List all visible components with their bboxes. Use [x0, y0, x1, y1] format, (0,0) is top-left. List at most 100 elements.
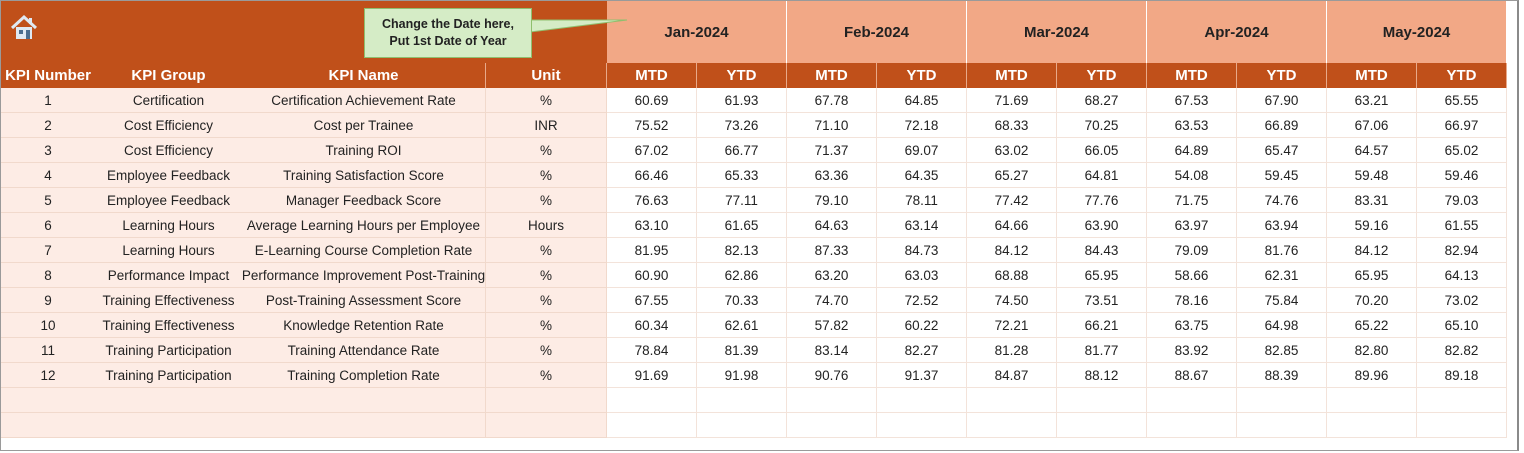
value-cell[interactable]: 79.10 [787, 188, 877, 213]
cell-unit[interactable]: % [486, 338, 607, 363]
value-cell[interactable]: 66.97 [1417, 113, 1507, 138]
value-cell[interactable]: 78.84 [607, 338, 697, 363]
value-cell[interactable]: 67.53 [1147, 88, 1237, 113]
value-cell[interactable]: 78.16 [1147, 288, 1237, 313]
cell-num[interactable]: 7 [1, 238, 96, 263]
value-cell[interactable]: 89.18 [1417, 363, 1507, 388]
value-cell[interactable]: 62.86 [697, 263, 787, 288]
value-cell[interactable]: 64.89 [1147, 138, 1237, 163]
value-cell[interactable]: 60.90 [607, 263, 697, 288]
value-cell[interactable]: 83.92 [1147, 338, 1237, 363]
value-cell[interactable]: 54.08 [1147, 163, 1237, 188]
value-cell[interactable]: 82.27 [877, 338, 967, 363]
value-cell[interactable]: 63.90 [1057, 213, 1147, 238]
cell-group[interactable]: Training Effectiveness [95, 313, 243, 338]
value-cell[interactable]: 73.26 [697, 113, 787, 138]
value-cell[interactable]: 63.36 [787, 163, 877, 188]
value-cell[interactable]: 84.43 [1057, 238, 1147, 263]
cell-num[interactable]: 9 [1, 288, 96, 313]
value-cell[interactable]: 79.09 [1147, 238, 1237, 263]
cell-num[interactable]: 2 [1, 113, 96, 138]
value-cell[interactable]: 66.46 [607, 163, 697, 188]
value-cell[interactable]: 77.42 [967, 188, 1057, 213]
value-cell[interactable]: 64.57 [1327, 138, 1417, 163]
value-cell[interactable]: 70.33 [697, 288, 787, 313]
month-header-1[interactable]: Jan-2024 [607, 1, 787, 63]
month-header-4[interactable]: Apr-2024 [1147, 1, 1327, 63]
value-cell[interactable]: 71.37 [787, 138, 877, 163]
value-cell[interactable]: 65.95 [1057, 263, 1147, 288]
value-cell[interactable]: 63.94 [1237, 213, 1327, 238]
value-cell[interactable]: 68.27 [1057, 88, 1147, 113]
value-cell[interactable]: 67.90 [1237, 88, 1327, 113]
value-cell[interactable]: 60.69 [607, 88, 697, 113]
value-cell[interactable]: 59.46 [1417, 163, 1507, 188]
value-cell[interactable]: 63.20 [787, 263, 877, 288]
value-cell[interactable]: 68.88 [967, 263, 1057, 288]
value-cell[interactable]: 81.77 [1057, 338, 1147, 363]
value-cell[interactable]: 74.50 [967, 288, 1057, 313]
cell-group[interactable]: Employee Feedback [95, 163, 243, 188]
cell-group[interactable]: Training Participation [95, 338, 243, 363]
cell-group[interactable]: Cost Efficiency [95, 113, 243, 138]
home-icon[interactable] [9, 13, 39, 43]
month-header-5[interactable]: May-2024 [1327, 1, 1507, 63]
cell-unit[interactable]: % [486, 288, 607, 313]
value-cell[interactable]: 68.33 [967, 113, 1057, 138]
value-cell[interactable]: 65.95 [1327, 263, 1417, 288]
cell-name[interactable]: Training Completion Rate [242, 363, 486, 388]
value-cell[interactable]: 63.03 [877, 263, 967, 288]
value-cell[interactable]: 71.69 [967, 88, 1057, 113]
value-cell[interactable]: 78.11 [877, 188, 967, 213]
value-cell[interactable]: 90.76 [787, 363, 877, 388]
cell-group[interactable]: Training Participation [95, 363, 243, 388]
value-cell[interactable]: 60.34 [607, 313, 697, 338]
value-cell[interactable]: 67.55 [607, 288, 697, 313]
value-cell[interactable]: 67.78 [787, 88, 877, 113]
cell-name[interactable]: Training Attendance Rate [242, 338, 486, 363]
cell-name[interactable]: Certification Achievement Rate [242, 88, 486, 113]
cell-name[interactable]: Training Satisfaction Score [242, 163, 486, 188]
value-cell[interactable]: 63.10 [607, 213, 697, 238]
value-cell[interactable]: 65.10 [1417, 313, 1507, 338]
value-cell[interactable]: 63.02 [967, 138, 1057, 163]
value-cell[interactable]: 83.14 [787, 338, 877, 363]
value-cell[interactable]: 63.75 [1147, 313, 1237, 338]
value-cell[interactable]: 61.93 [697, 88, 787, 113]
value-cell[interactable]: 64.81 [1057, 163, 1147, 188]
value-cell[interactable]: 69.07 [877, 138, 967, 163]
value-cell[interactable]: 66.05 [1057, 138, 1147, 163]
cell-num[interactable]: 10 [1, 313, 96, 338]
value-cell[interactable]: 88.12 [1057, 363, 1147, 388]
value-cell[interactable]: 83.31 [1327, 188, 1417, 213]
cell-name[interactable]: Knowledge Retention Rate [242, 313, 486, 338]
value-cell[interactable]: 65.02 [1417, 138, 1507, 163]
cell-unit[interactable]: % [486, 88, 607, 113]
value-cell[interactable]: 64.66 [967, 213, 1057, 238]
value-cell[interactable]: 64.13 [1417, 263, 1507, 288]
value-cell[interactable]: 91.37 [877, 363, 967, 388]
value-cell[interactable]: 62.61 [697, 313, 787, 338]
value-cell[interactable]: 70.20 [1327, 288, 1417, 313]
value-cell[interactable]: 72.52 [877, 288, 967, 313]
value-cell[interactable]: 84.87 [967, 363, 1057, 388]
value-cell[interactable]: 73.02 [1417, 288, 1507, 313]
cell-group[interactable]: Training Effectiveness [95, 288, 243, 313]
value-cell[interactable]: 58.66 [1147, 263, 1237, 288]
cell-unit[interactable]: INR [486, 113, 607, 138]
cell-name[interactable]: Performance Improvement Post-Training [242, 263, 486, 288]
value-cell[interactable]: 64.35 [877, 163, 967, 188]
value-cell[interactable]: 79.03 [1417, 188, 1507, 213]
value-cell[interactable]: 84.73 [877, 238, 967, 263]
cell-name[interactable]: Post-Training Assessment Score [242, 288, 486, 313]
value-cell[interactable]: 72.18 [877, 113, 967, 138]
cell-unit[interactable]: % [486, 313, 607, 338]
cell-unit[interactable]: % [486, 363, 607, 388]
cell-num[interactable]: 12 [1, 363, 96, 388]
month-header-3[interactable]: Mar-2024 [967, 1, 1147, 63]
value-cell[interactable]: 67.06 [1327, 113, 1417, 138]
cell-group[interactable]: Certification [95, 88, 243, 113]
value-cell[interactable]: 74.70 [787, 288, 877, 313]
value-cell[interactable]: 91.98 [697, 363, 787, 388]
value-cell[interactable]: 81.28 [967, 338, 1057, 363]
